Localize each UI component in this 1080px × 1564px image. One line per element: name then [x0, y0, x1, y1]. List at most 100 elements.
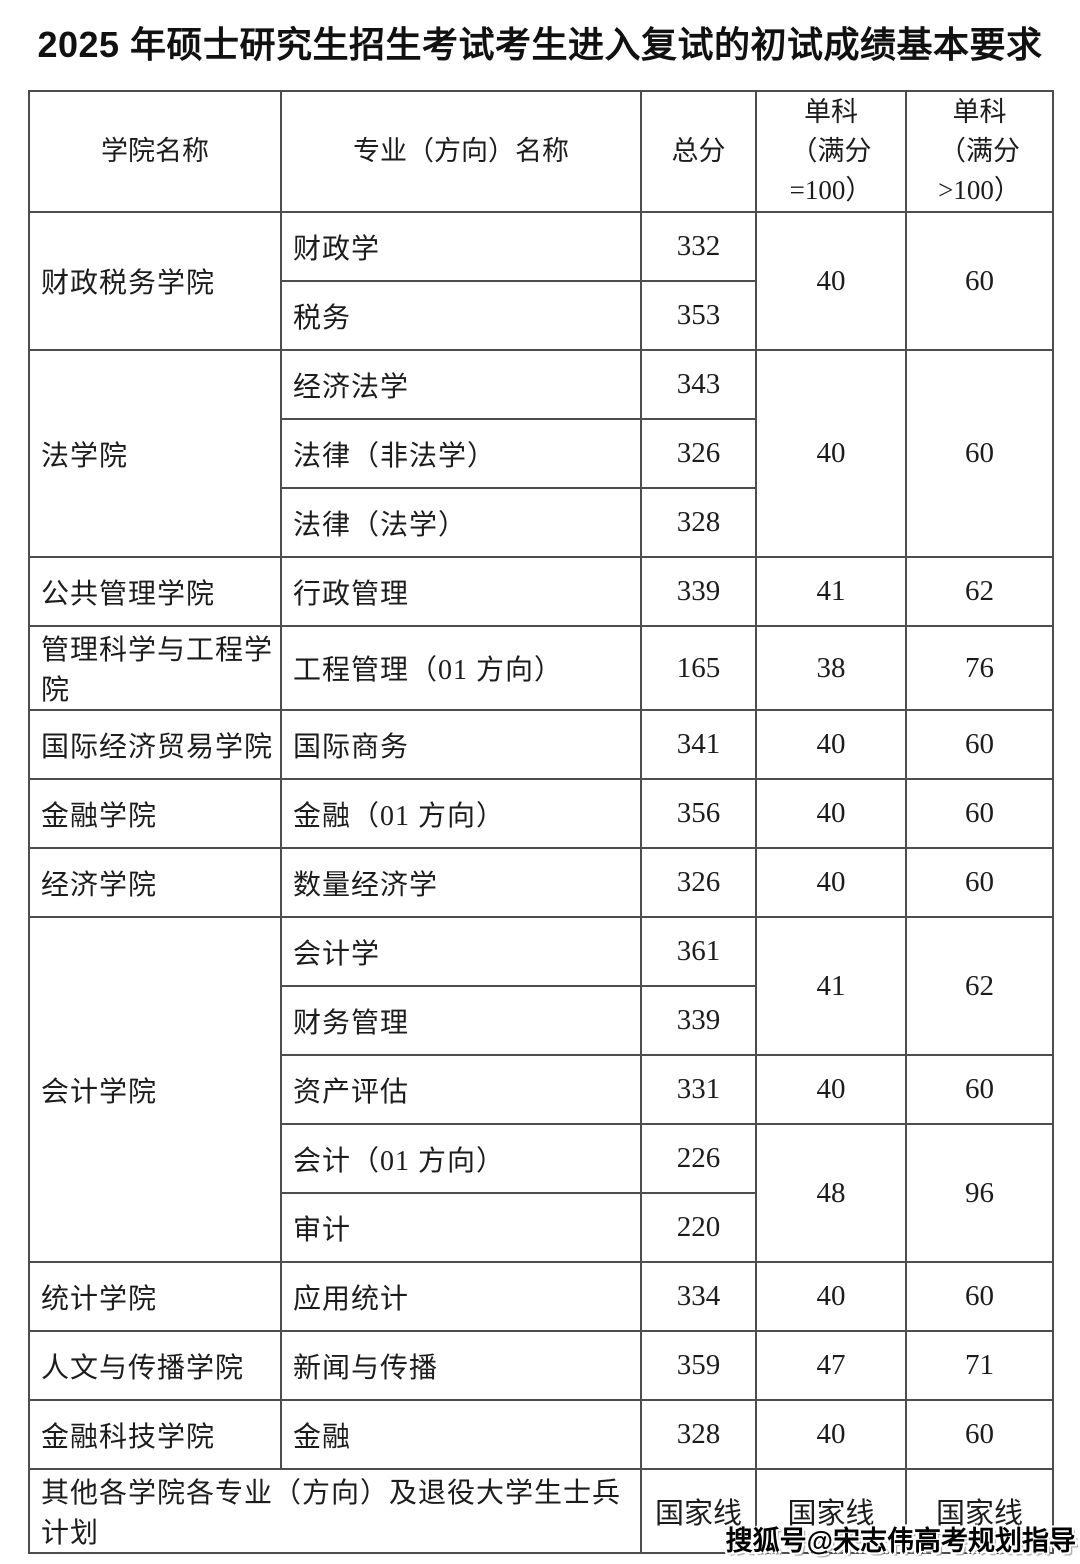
single-gt100-cell: 62: [905, 556, 1054, 628]
single100-cell: 41: [755, 916, 907, 1057]
table-row: 财政税务学院 财政学 332 40 60: [28, 211, 1054, 352]
single-gt100-cell: 60: [905, 847, 1054, 919]
college-cell: 法学院: [28, 349, 282, 559]
college-cell: 公共管理学院: [28, 556, 282, 628]
major-cell: 金融: [280, 1399, 642, 1471]
header-college: 学院名称: [28, 89, 282, 214]
table-row: 审计 220: [29, 1192, 1053, 1264]
major-cell: 会计学: [280, 916, 642, 988]
header-single-gt100: 单科 （满分>100）: [905, 89, 1054, 214]
major-cell: 数量经济学: [280, 847, 642, 919]
college-cell: 金融学院: [28, 778, 282, 850]
major-cell: 国际商务: [280, 709, 642, 781]
table-row: 金融学院 金融（01 方向） 356 40 60: [28, 778, 1054, 850]
total-cell: 332: [640, 211, 757, 283]
major-cell: 新闻与传播: [280, 1330, 642, 1402]
college-cell: 会计学院: [28, 916, 282, 1264]
major-cell: 会计（01 方向）: [280, 1123, 642, 1195]
header-single-gt100-line1: 单科: [952, 97, 1007, 127]
table-row: 统计学院 应用统计 334 40 60: [28, 1261, 1054, 1333]
college-cell: 国际经济贸易学院: [28, 709, 282, 781]
total-cell: 334: [640, 1261, 757, 1333]
table-row: 公共管理学院 行政管理 339 41 62: [28, 556, 1054, 628]
table-row: 法学院 经济法学 343 40 60: [28, 349, 1054, 559]
single-gt100-cell: 60: [905, 709, 1054, 781]
single-gt100-cell: 60: [905, 211, 1054, 352]
major-cell: 行政管理: [280, 556, 642, 628]
header-total: 总分: [640, 89, 757, 214]
single-gt100-cell: 60: [905, 778, 1054, 850]
major-cell: 财政学: [280, 211, 642, 283]
other-row-label: 其他各学院各专业（方向）及退役大学生士兵计划: [28, 1468, 642, 1555]
college-cell: 金融科技学院: [28, 1399, 282, 1471]
single-gt100-cell: 71: [905, 1330, 1054, 1402]
table-row: 金融科技学院 金融 328 40 60: [28, 1399, 1054, 1471]
college-cell: 经济学院: [28, 847, 282, 919]
page-title: 2025 年硕士研究生招生考试考生进入复试的初试成绩基本要求: [37, 24, 1043, 65]
single-gt100-cell: 60: [905, 1054, 1054, 1126]
total-cell: 220: [640, 1192, 757, 1264]
table-row: 经济学院 数量经济学 326 40 60: [28, 847, 1054, 919]
total-cell: 国家线: [640, 1468, 757, 1555]
major-cell: 法律（非法学）: [280, 418, 642, 490]
single-gt100-cell: 96: [905, 1123, 1054, 1264]
major-cell: 金融（01 方向）: [280, 778, 642, 850]
total-cell: 326: [640, 847, 757, 919]
table-row: 国际经济贸易学院 国际商务 341 40 60: [28, 709, 1054, 781]
single-gt100-cell: 国家线: [905, 1468, 1054, 1555]
table-row: 管理科学与工程学院 工程管理（01 方向） 165 38 76: [28, 625, 1054, 712]
major-cell: 法律（法学）: [280, 487, 642, 559]
table-row: 税务 353: [29, 280, 1053, 352]
single100-cell: 40: [755, 778, 907, 850]
total-cell: 343: [640, 349, 757, 421]
total-cell: 359: [640, 1330, 757, 1402]
single-gt100-cell: 60: [905, 1399, 1054, 1471]
table-row: 会计（01 方向） 226 48 96: [29, 1123, 1054, 1264]
major-cell: 税务: [280, 280, 642, 352]
header-major: 专业（方向）名称: [280, 89, 642, 214]
table-row: 资产评估 331 40 60: [29, 1054, 1054, 1126]
total-cell: 339: [640, 985, 757, 1057]
table-row: 人文与传播学院 新闻与传播 359 47 71: [28, 1330, 1054, 1402]
header-single-eq100-line2: （满分=100）: [789, 136, 873, 206]
single-gt100-cell: 60: [905, 1261, 1054, 1333]
total-cell: 165: [640, 625, 757, 712]
single100-cell: 40: [755, 349, 907, 559]
header-single-eq100-line1: 单科: [804, 97, 858, 127]
college-cell: 管理科学与工程学院: [28, 625, 282, 712]
single100-cell: 国家线: [755, 1468, 907, 1555]
major-cell: 审计: [280, 1192, 642, 1264]
single100-cell: 40: [755, 1054, 907, 1126]
single-gt100-cell: 62: [905, 916, 1054, 1057]
table-row: 其他各学院各专业（方向）及退役大学生士兵计划 国家线 国家线 国家线: [28, 1468, 1054, 1555]
single100-cell: 40: [755, 847, 907, 919]
total-cell: 341: [640, 709, 757, 781]
major-cell: 经济法学: [280, 349, 642, 421]
total-cell: 328: [640, 1399, 757, 1471]
single100-cell: 40: [755, 709, 907, 781]
single100-cell: 40: [755, 1399, 907, 1471]
total-cell: 339: [640, 556, 757, 628]
single100-cell: 40: [755, 211, 907, 352]
total-cell: 226: [640, 1123, 757, 1195]
watermark: 搜狐号@宋志伟高考规划指导: [725, 1526, 1076, 1556]
college-cell: 人文与传播学院: [28, 1330, 282, 1402]
total-cell: 326: [640, 418, 757, 490]
header-single-gt100-line2: （满分>100）: [938, 136, 1021, 206]
header-single-eq100: 单科 （满分=100）: [755, 89, 907, 214]
single100-cell: 47: [755, 1330, 907, 1402]
table-header-row: 学院名称 专业（方向）名称 总分 单科 （满分=100） 单科 （满分>100）: [28, 89, 1054, 214]
table-row: 法律（非法学） 326: [29, 418, 1053, 490]
total-cell: 331: [640, 1054, 757, 1126]
total-cell: 328: [640, 487, 757, 559]
major-cell: 资产评估: [280, 1054, 642, 1126]
table-row: 法律（法学） 328: [29, 487, 1053, 559]
table-row: 财务管理 339: [29, 985, 1053, 1057]
single-gt100-cell: 76: [905, 625, 1054, 712]
single100-cell: 38: [755, 625, 907, 712]
single-gt100-cell: 60: [905, 349, 1054, 559]
major-cell: 财务管理: [280, 985, 642, 1057]
single100-cell: 41: [755, 556, 907, 628]
single100-cell: 40: [755, 1261, 907, 1333]
major-cell: 工程管理（01 方向）: [280, 625, 642, 712]
